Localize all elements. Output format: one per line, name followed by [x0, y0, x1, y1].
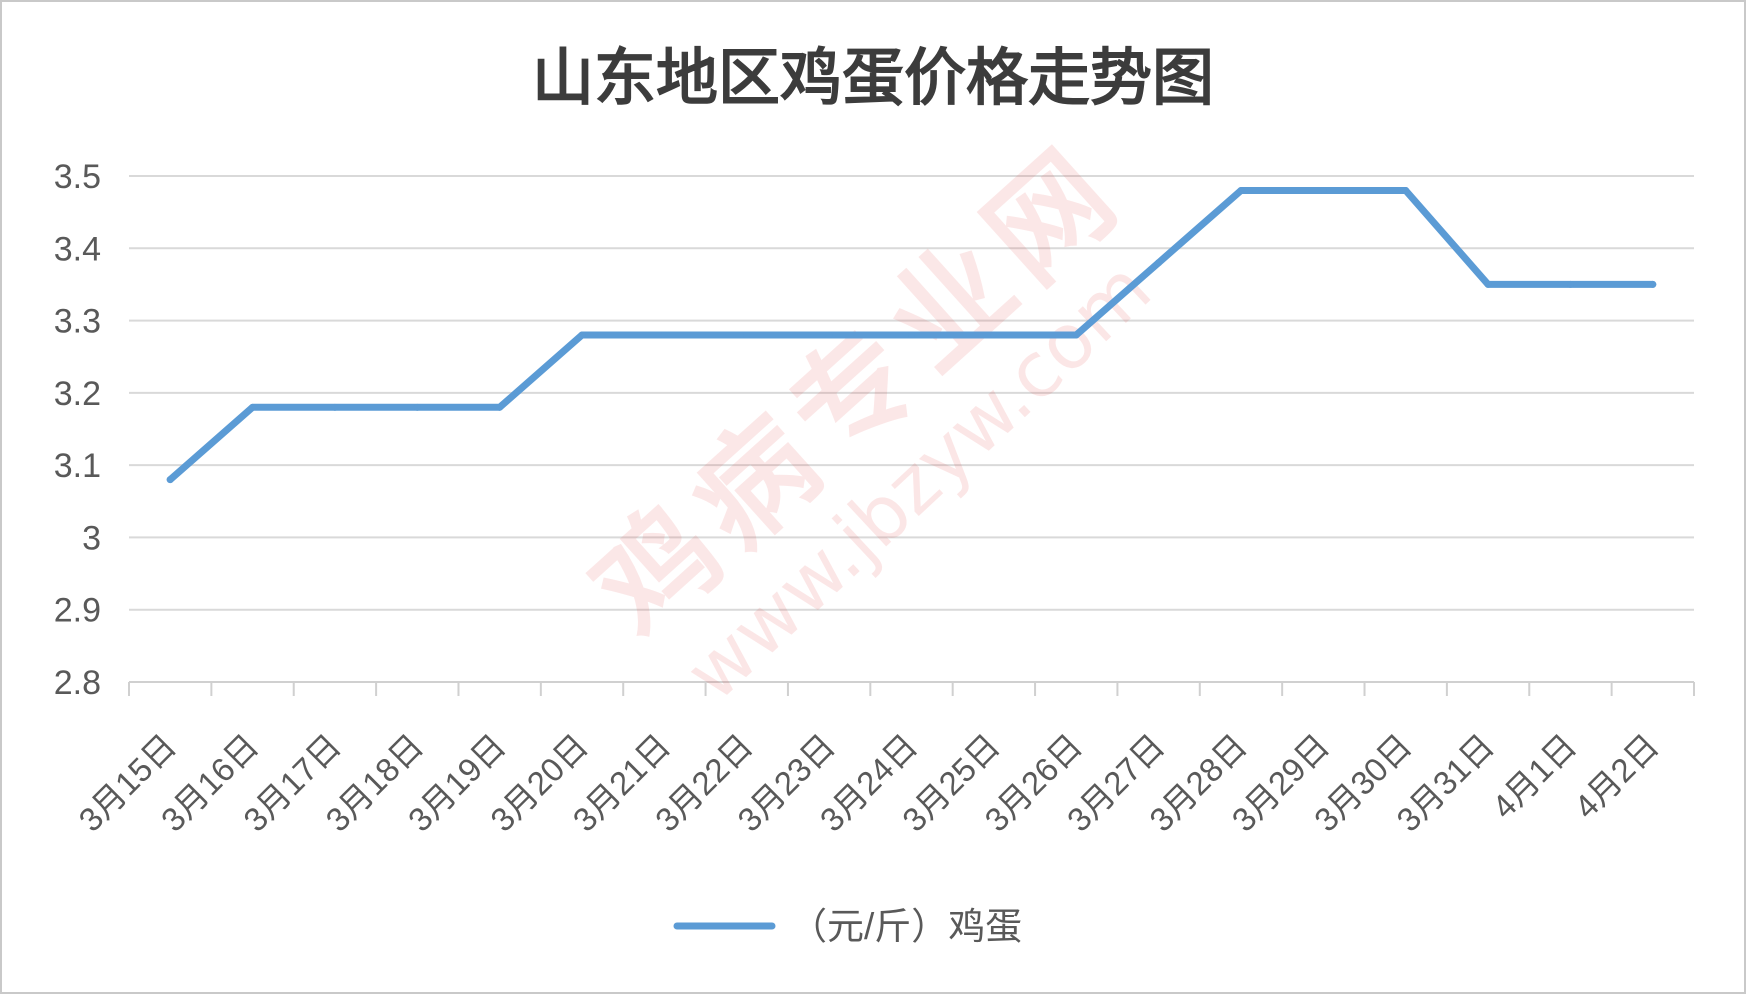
data-point [1072, 331, 1080, 339]
data-point [1566, 280, 1574, 288]
data-point [578, 331, 586, 339]
data-point [825, 331, 833, 339]
y-axis: 2.8 2.9 3 3.1 3.2 3.3 3.4 3.5 [54, 158, 101, 702]
data-point [331, 403, 339, 411]
chart-title: 山东地区鸡蛋价格走势图 [532, 41, 1214, 114]
y-tick-label: 3.4 [54, 230, 101, 268]
y-tick-label: 3.2 [54, 375, 101, 413]
data-point [496, 403, 504, 411]
data-point [908, 331, 915, 339]
data-point [1649, 280, 1657, 288]
gridlines [129, 175, 1694, 683]
data-point [1484, 280, 1492, 288]
data-point [1402, 186, 1410, 194]
data-point [1155, 259, 1163, 267]
data-point [990, 331, 998, 339]
data-point [743, 331, 751, 339]
y-tick-label: 3.5 [54, 158, 101, 196]
y-tick-label: 3.1 [54, 447, 101, 485]
data-point [1319, 186, 1327, 194]
plot-series [166, 186, 1657, 484]
y-tick-label: 3.3 [54, 303, 101, 341]
legend-label: （元/斤）鸡蛋 [790, 906, 1022, 947]
y-tick-label: 3 [82, 519, 101, 557]
y-tick-label: 2.9 [54, 592, 101, 630]
legend: （元/斤）鸡蛋 [673, 906, 1022, 947]
data-point [413, 403, 421, 411]
y-tick-label: 2.8 [54, 664, 101, 702]
data-point [1237, 186, 1245, 194]
data-point [249, 403, 257, 411]
data-point [166, 476, 174, 484]
data-point [660, 331, 668, 339]
